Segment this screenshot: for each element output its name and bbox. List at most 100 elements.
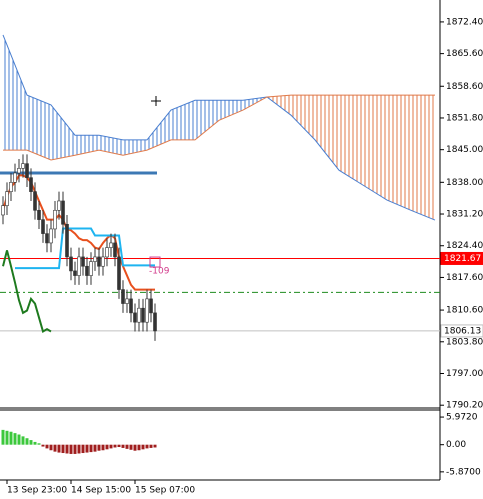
candle-body xyxy=(121,289,125,304)
candle-body xyxy=(13,172,17,183)
histogram-bar xyxy=(125,444,129,449)
x-tick-label: 13 Sep 23:00 xyxy=(7,486,67,496)
histogram-bar xyxy=(113,444,117,448)
candle-body xyxy=(97,256,101,267)
candle-body xyxy=(145,298,149,323)
candle-body xyxy=(57,200,61,211)
histogram-bar xyxy=(1,429,5,445)
candle-body xyxy=(41,219,45,234)
y-tick-label: 1845.00 xyxy=(446,145,483,155)
cloud-segment xyxy=(315,95,339,171)
histogram-bar xyxy=(133,444,137,451)
candle-body xyxy=(101,256,105,267)
y-tick-label: 0.00 xyxy=(446,440,466,450)
candle-body xyxy=(113,242,117,258)
candle-body xyxy=(77,256,81,276)
histogram-bar xyxy=(41,444,45,447)
candle-body xyxy=(109,242,113,248)
price-label: 1806.13 xyxy=(444,326,481,336)
price-label-box xyxy=(440,324,483,338)
candle-body xyxy=(53,209,57,230)
cloud-segment xyxy=(3,34,27,151)
candle-body xyxy=(61,200,65,225)
candle-body xyxy=(65,223,69,258)
histogram-bar xyxy=(73,444,77,454)
candle-body xyxy=(33,191,37,211)
histogram-bar xyxy=(137,444,141,451)
histogram-bar xyxy=(145,444,149,449)
histogram-bar xyxy=(45,444,49,449)
y-tick-label: 1858.60 xyxy=(446,82,483,92)
y-tick-label: 1824.40 xyxy=(446,241,483,251)
y-tick-label: 5.9720 xyxy=(446,413,478,423)
y-tick-label: 1797.00 xyxy=(446,369,483,379)
candle-body xyxy=(45,233,49,244)
histogram-bar xyxy=(117,444,121,448)
candle-body xyxy=(117,256,121,290)
candle-body xyxy=(153,312,157,332)
candle-body xyxy=(49,228,53,244)
histogram-bar xyxy=(65,444,69,454)
price-label: 1821.67 xyxy=(444,254,481,264)
candle-body xyxy=(129,298,133,314)
cloud-segment xyxy=(387,95,411,211)
candle-body xyxy=(133,312,137,323)
y-tick-label: 1872.40 xyxy=(446,17,483,27)
cloud-segment xyxy=(195,100,219,140)
histogram-bar xyxy=(153,444,157,448)
histogram-bar xyxy=(105,444,109,450)
candle-body xyxy=(141,307,145,323)
histogram-bar xyxy=(93,444,97,452)
histogram-bar xyxy=(9,431,13,445)
histogram-bar xyxy=(81,444,85,454)
indicator-line xyxy=(2,250,52,334)
histogram-bar xyxy=(69,444,73,454)
cloud-segment xyxy=(27,95,51,160)
cloud-segment xyxy=(147,110,171,151)
y-tick-label: 1838.00 xyxy=(446,178,483,188)
cloud-segment xyxy=(339,95,363,186)
histogram-bar xyxy=(25,438,29,445)
price-label-box xyxy=(440,251,483,265)
histogram-bar xyxy=(61,444,65,454)
candle-body xyxy=(25,163,29,178)
histogram-bar xyxy=(141,444,145,450)
histogram-bar xyxy=(13,433,17,445)
x-tick-label: 14 Sep 15:00 xyxy=(71,486,131,496)
candle-body xyxy=(81,256,85,267)
y-tick-label: 1790.20 xyxy=(446,401,483,411)
y-tick-label: 1810.60 xyxy=(446,306,483,316)
histogram-bar xyxy=(89,444,93,453)
cloud-segment xyxy=(291,95,315,140)
histogram-bar xyxy=(121,444,125,448)
histogram-bar xyxy=(17,434,21,445)
indicator-line xyxy=(2,174,155,291)
candle-body xyxy=(17,168,21,174)
histogram-bar xyxy=(149,444,153,448)
cloud-segment xyxy=(171,100,195,140)
cloud-segment xyxy=(51,104,75,160)
histogram-bar xyxy=(129,444,133,450)
candle-body xyxy=(93,256,97,262)
cloud-segment xyxy=(363,95,387,201)
cloud-edge xyxy=(2,34,436,221)
cloud-segment xyxy=(219,100,243,121)
y-tick-label: 1831.20 xyxy=(446,210,483,220)
candle-body xyxy=(69,256,73,272)
candle-body xyxy=(73,270,77,276)
histogram-bar xyxy=(49,444,53,451)
cloud-segment xyxy=(411,95,435,221)
candle-body xyxy=(85,265,89,276)
candle-body xyxy=(37,209,41,220)
y-tick-label: 1851.80 xyxy=(446,113,483,123)
candle-body xyxy=(105,247,109,258)
histogram-bar xyxy=(5,430,9,445)
histogram-bar xyxy=(37,443,41,445)
histogram-bar xyxy=(109,444,113,449)
y-tick-label: 1865.60 xyxy=(446,49,483,59)
y-tick-label: 1803.80 xyxy=(446,337,483,347)
histogram-bar xyxy=(29,440,33,445)
y-tick-label: -5.8700 xyxy=(446,467,481,477)
